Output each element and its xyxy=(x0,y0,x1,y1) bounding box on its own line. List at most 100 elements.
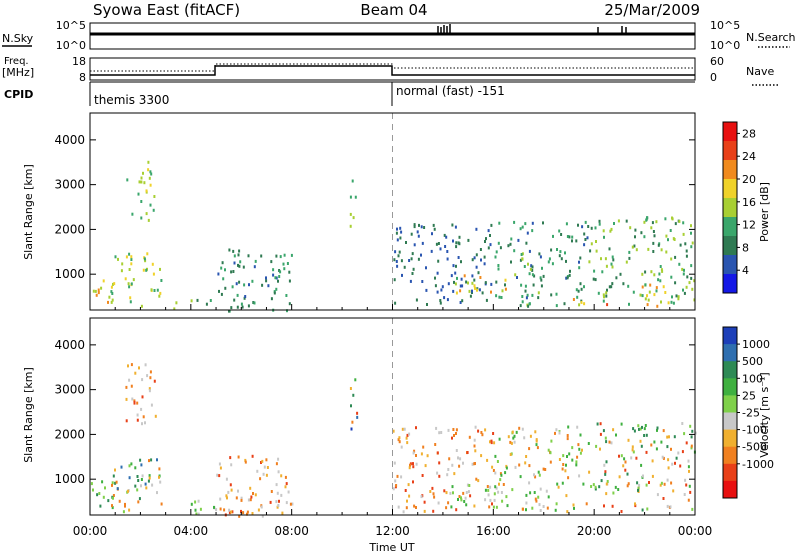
data-cell xyxy=(625,219,628,223)
data-cell xyxy=(145,486,148,490)
data-cell xyxy=(578,474,581,478)
data-cell xyxy=(243,283,246,287)
data-cell xyxy=(635,456,638,460)
data-cell xyxy=(487,229,490,233)
data-cell xyxy=(424,464,427,468)
data-cell xyxy=(96,493,99,497)
data-cell xyxy=(673,238,676,241)
data-cell xyxy=(593,269,596,273)
data-cell xyxy=(412,465,415,469)
data-cell xyxy=(467,281,469,285)
data-cell xyxy=(401,427,404,431)
data-cell xyxy=(132,278,135,282)
data-cell xyxy=(420,452,423,456)
data-cell xyxy=(661,455,664,459)
data-cell xyxy=(112,282,114,286)
data-cell xyxy=(685,285,688,289)
data-cell xyxy=(546,506,549,510)
data-cell xyxy=(557,485,560,489)
data-cell xyxy=(664,291,667,294)
colorbar-segment xyxy=(723,198,737,218)
data-cell xyxy=(679,464,682,468)
data-cell xyxy=(398,436,401,440)
data-cell xyxy=(615,433,617,437)
data-cell xyxy=(610,227,613,231)
data-cell xyxy=(242,265,245,269)
data-cell xyxy=(412,267,415,271)
data-cell xyxy=(565,276,568,280)
data-cell xyxy=(640,463,643,467)
data-cell xyxy=(559,250,562,254)
power-ylabel: Slant Range [km] xyxy=(22,164,35,260)
data-cell xyxy=(152,208,155,212)
data-cell xyxy=(197,499,200,503)
data-cell xyxy=(688,281,691,285)
x-tick-label: 00:00 xyxy=(73,524,108,538)
data-cell xyxy=(410,257,413,261)
data-cell xyxy=(130,255,133,259)
data-cell xyxy=(112,474,115,478)
data-cell xyxy=(240,509,242,513)
data-cell xyxy=(153,379,156,383)
data-cell xyxy=(645,483,648,487)
data-cell xyxy=(430,249,433,253)
data-cell xyxy=(118,499,121,503)
data-cell xyxy=(578,260,580,264)
data-cell xyxy=(521,427,524,431)
data-cell xyxy=(436,271,439,275)
data-cell xyxy=(566,434,569,437)
data-cell xyxy=(652,250,655,253)
data-cell xyxy=(636,481,639,485)
colorbar-segment xyxy=(723,255,737,275)
data-cell xyxy=(613,222,615,225)
data-cell xyxy=(286,262,289,265)
data-cell xyxy=(447,428,450,432)
data-cell xyxy=(634,235,636,239)
data-cell xyxy=(579,433,582,437)
data-cell xyxy=(408,259,411,262)
data-cell xyxy=(615,276,618,280)
colorbar-segment xyxy=(723,480,737,499)
data-cell xyxy=(197,512,200,516)
data-cell xyxy=(464,496,467,500)
data-cell xyxy=(521,295,524,298)
data-cell xyxy=(669,505,672,509)
data-cell xyxy=(599,422,602,426)
data-cell xyxy=(494,255,497,259)
data-cell xyxy=(395,231,398,235)
data-cell xyxy=(438,474,441,478)
data-cell xyxy=(460,277,463,281)
data-cell xyxy=(471,281,474,285)
data-cell xyxy=(509,453,512,456)
data-cell xyxy=(253,301,256,305)
data-cell xyxy=(455,508,458,512)
data-cell xyxy=(133,401,136,404)
data-cell xyxy=(589,249,592,253)
data-cell xyxy=(160,502,163,506)
x-tick-label: 00:00 xyxy=(678,524,713,538)
data-cell xyxy=(111,481,114,485)
data-cell xyxy=(620,510,623,513)
data-cell xyxy=(128,252,131,256)
data-cell xyxy=(606,288,608,292)
data-cell xyxy=(408,494,411,498)
data-cell xyxy=(352,216,355,220)
data-cell xyxy=(159,480,162,484)
data-cell xyxy=(634,504,637,508)
data-cell xyxy=(599,447,601,451)
data-cell xyxy=(449,491,452,495)
data-cell xyxy=(405,241,407,244)
data-cell xyxy=(577,289,580,293)
data-cell xyxy=(608,285,611,289)
data-cell xyxy=(690,224,692,228)
data-cell xyxy=(538,473,541,477)
data-cell xyxy=(608,440,611,444)
data-cell xyxy=(498,221,501,225)
data-cell xyxy=(233,254,236,258)
data-cell xyxy=(415,462,418,466)
data-cell xyxy=(645,218,648,222)
data-cell xyxy=(626,472,629,476)
data-cell xyxy=(632,450,635,454)
data-cell xyxy=(681,422,684,425)
data-cell xyxy=(535,438,538,442)
